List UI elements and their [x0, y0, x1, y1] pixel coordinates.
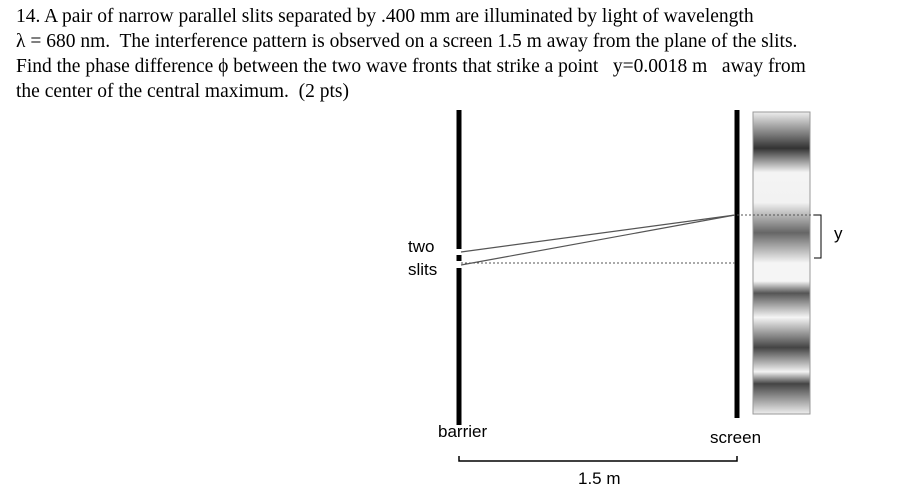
slits-label: slits	[408, 260, 437, 279]
problem-line: Find the phase difference ϕ between the …	[16, 56, 806, 77]
path-line	[460, 214, 736, 253]
problem-line: λ = 680 nm. The interference pattern is …	[16, 31, 798, 52]
distance-label: 1.5 m	[578, 469, 621, 488]
fringe-pattern	[752, 111, 811, 415]
y-bracket	[814, 214, 822, 259]
screen-label: screen	[710, 428, 761, 447]
problem-line: 14. A pair of narrow parallel slits sepa…	[16, 6, 754, 27]
distance-bracket	[458, 456, 738, 462]
barrier-label: barrier	[438, 422, 487, 441]
problem-line: the center of the central maximum. (2 pt…	[16, 81, 350, 102]
y-label: y	[834, 224, 843, 243]
path-line	[460, 214, 736, 266]
slits-label: two	[408, 237, 434, 256]
